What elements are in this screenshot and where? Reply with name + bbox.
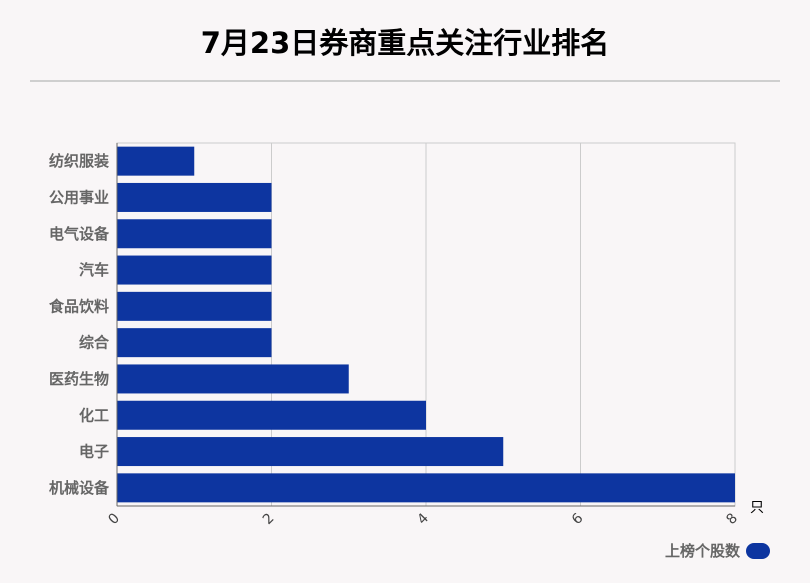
category-label: 综合 xyxy=(79,334,110,352)
bar xyxy=(117,473,735,503)
category-label: 纺织服装 xyxy=(49,152,110,170)
chart-title: 7月23日券商重点关注行业排名 xyxy=(200,26,610,60)
category-label: 化工 xyxy=(79,406,109,424)
category-label: 机械设备 xyxy=(49,479,110,497)
bar xyxy=(117,328,272,358)
legend-label: 上榜个股数 xyxy=(664,542,740,560)
category-label: 电气设备 xyxy=(49,225,110,243)
bar xyxy=(117,437,504,467)
x-tick-label: 4 xyxy=(414,510,432,528)
x-unit-label: 只 xyxy=(750,500,764,516)
legend-swatch xyxy=(746,542,770,559)
category-label: 汽车 xyxy=(79,261,109,279)
category-label: 公用事业 xyxy=(49,188,109,206)
category-label: 食品饮料 xyxy=(49,297,109,315)
bar xyxy=(117,182,272,212)
bar xyxy=(117,219,272,249)
x-tick-label: 6 xyxy=(569,510,587,528)
x-tick-label: 8 xyxy=(723,510,741,528)
bar xyxy=(117,291,272,321)
bar xyxy=(117,255,272,285)
x-tick-label: 2 xyxy=(260,510,278,528)
title-divider xyxy=(30,80,780,82)
bar xyxy=(117,400,426,430)
legend[interactable]: 上榜个股数 xyxy=(665,540,770,561)
category-label: 医药生物 xyxy=(49,370,109,388)
x-tick-label: 0 xyxy=(105,510,123,528)
category-label: 电子 xyxy=(79,443,109,461)
bar xyxy=(117,146,195,176)
bar xyxy=(117,364,349,394)
